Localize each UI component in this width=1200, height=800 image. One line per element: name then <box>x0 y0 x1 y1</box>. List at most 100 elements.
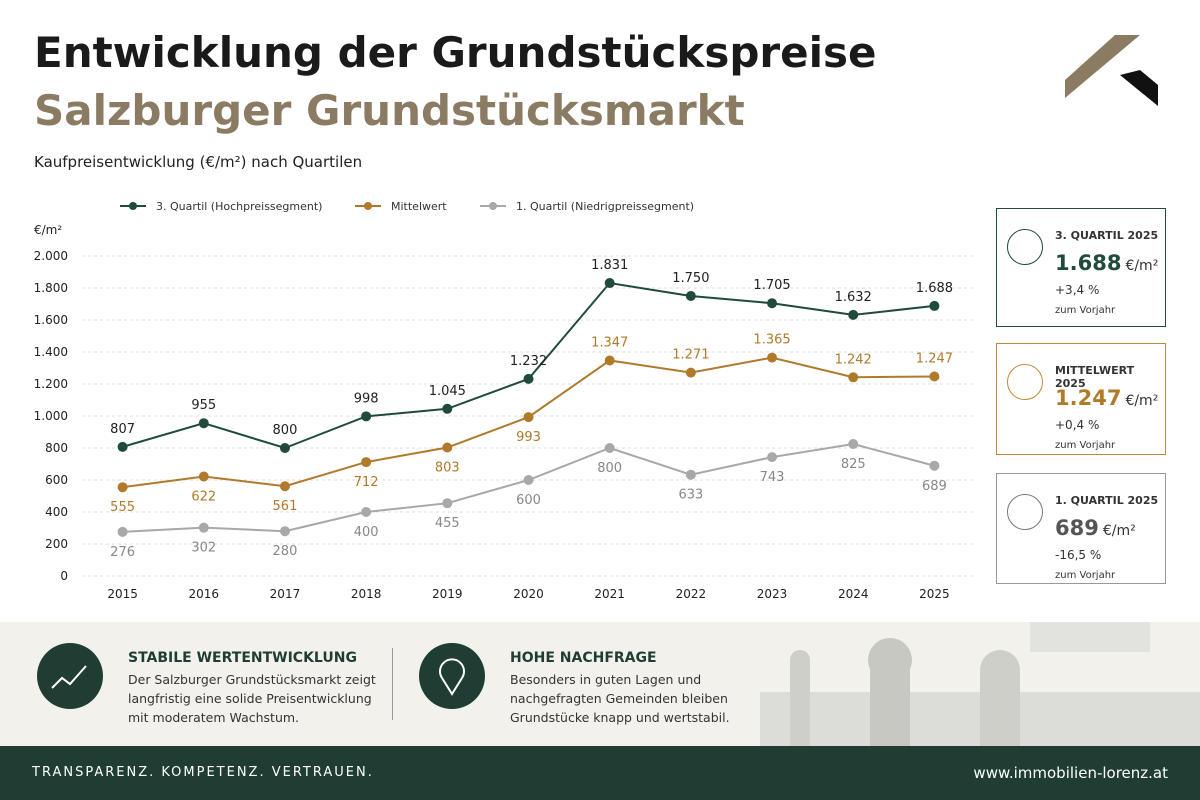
data-point <box>685 291 696 301</box>
data-label: 455 <box>435 516 460 531</box>
x-tick-label: 2024 <box>838 587 869 601</box>
value: 1.247 <box>1055 386 1122 410</box>
unit: €/m² <box>1125 258 1159 274</box>
card-change: +0,4 % <box>1055 418 1100 432</box>
data-point <box>279 481 290 492</box>
card-title: MITTELWERT 2025 <box>1055 364 1135 390</box>
data-label: 1.688 <box>916 281 953 296</box>
data-point <box>361 507 372 517</box>
data-point <box>767 298 778 309</box>
data-point <box>279 526 290 537</box>
data-point <box>685 367 696 378</box>
data-label: 1.242 <box>835 352 872 367</box>
legend-label: 1. Quartil (Niedrigpreissegment) <box>516 200 694 213</box>
data-point <box>442 403 453 414</box>
data-label: 555 <box>110 500 135 515</box>
subtitle: Salzburger Grundstücksmarkt <box>34 86 745 135</box>
feature-text: Der Salzburger Grundstücksmarkt zeigt la… <box>128 672 376 725</box>
data-label: 803 <box>435 461 460 476</box>
data-label: 712 <box>354 475 379 490</box>
x-tick-label: 2018 <box>351 587 382 601</box>
data-point <box>198 418 209 429</box>
data-point <box>117 441 128 452</box>
icon <box>1007 494 1043 530</box>
legend-label: 3. Quartil (Hochpreissegment) <box>156 200 322 213</box>
card: 1. QUARTIL 2025 689 €/m² -16,5 % zum Vorj… <box>996 473 1166 584</box>
unit: €/m² <box>1102 523 1136 539</box>
data-label: 955 <box>191 398 216 413</box>
icon <box>1007 229 1043 265</box>
data-label: 400 <box>354 525 379 540</box>
divider <box>392 648 393 720</box>
data-point <box>442 498 453 509</box>
legend-label: Mittelwert <box>391 200 447 213</box>
series-line <box>122 442 935 533</box>
card: MITTELWERT 2025 1.247 €/m² +0,4 % zum Vor… <box>996 343 1166 455</box>
data-label: 600 <box>516 493 541 508</box>
data-point <box>117 526 128 537</box>
logo <box>1065 35 1158 106</box>
x-tick-label: 2022 <box>676 587 707 601</box>
card-value: 1.688 €/m² <box>1055 251 1158 275</box>
x-tick-label: 2025 <box>919 587 950 601</box>
x-tick-label: 2023 <box>757 587 788 601</box>
data-label: 1.247 <box>916 351 953 366</box>
data-label: 1.705 <box>753 278 790 293</box>
y-tick-label: 1.600 <box>34 313 68 327</box>
data-label: 1.831 <box>591 258 628 273</box>
card-change: +3,4 % <box>1055 283 1100 297</box>
y-tick-label: 1.200 <box>34 377 68 391</box>
y-tick-label: 1.800 <box>34 281 68 295</box>
y-tick-label: 0 <box>60 569 68 583</box>
data-label: 1.347 <box>591 335 628 350</box>
data-point <box>848 372 859 383</box>
data-label: 276 <box>110 545 135 560</box>
feature-title: STABILE WERTENTWICKLUNG <box>128 650 357 666</box>
data-label: 280 <box>273 544 298 559</box>
y-tick-label: 1.400 <box>34 345 68 359</box>
data-label: 302 <box>191 541 216 556</box>
x-tick-label: 2016 <box>188 587 219 601</box>
features: STABILE WERTENTWICKLUNG Der Salzburger G… <box>0 622 1200 746</box>
card-title: 1. QUARTIL 2025 <box>1055 494 1159 507</box>
y-tick-label: 2.000 <box>34 249 68 263</box>
data-label: 743 <box>760 470 785 485</box>
data-point <box>767 452 778 463</box>
card-change: -16,5 % <box>1055 548 1102 562</box>
data-point <box>279 443 290 453</box>
data-label: 1.365 <box>753 333 790 348</box>
x-tick-label: 2019 <box>432 587 463 601</box>
x-tick-label: 2021 <box>594 587 625 601</box>
y-tick-label: 400 <box>45 505 68 519</box>
x-tick-label: 2015 <box>107 587 138 601</box>
data-label: 633 <box>678 488 703 503</box>
data-label: 1.632 <box>835 290 872 305</box>
x-tick-label: 2020 <box>513 587 544 601</box>
data-label: 1.045 <box>429 384 466 399</box>
card-value: 1.247 €/m² <box>1055 386 1158 410</box>
data-label: 998 <box>354 391 379 406</box>
feature-text: Besonders in guten Lagen und nachgefragt… <box>510 672 730 725</box>
data-point <box>198 522 209 533</box>
chart: Kaufpreisentwicklung (€/m²) nach Quartil… <box>34 153 975 601</box>
legend-marker <box>364 202 372 210</box>
data-label: 800 <box>273 423 298 438</box>
data-point <box>198 471 209 482</box>
data-label: 561 <box>273 499 298 514</box>
data-point <box>604 355 615 366</box>
data-point <box>848 439 859 449</box>
y-tick-label: 800 <box>45 441 68 455</box>
title: Entwicklung der Grundstückspreise <box>34 28 877 77</box>
data-point <box>767 352 778 363</box>
data-label: 1.232 <box>510 354 547 369</box>
data-point <box>523 412 534 423</box>
data-point <box>523 475 534 485</box>
legend-marker <box>129 202 137 210</box>
card-note: zum Vorjahr <box>1055 570 1116 581</box>
card: 3. QUARTIL 2025 1.688 €/m² +3,4 % zum Vor… <box>996 208 1166 327</box>
data-label: 825 <box>841 457 866 472</box>
y-tick-label: 1.000 <box>34 409 68 423</box>
card-note: zum Vorjahr <box>1055 305 1116 316</box>
icon <box>37 643 103 709</box>
